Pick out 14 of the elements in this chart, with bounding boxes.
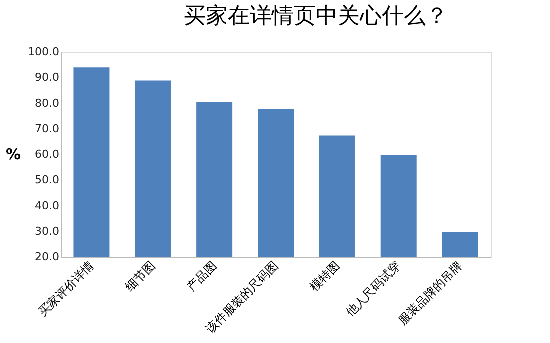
x-tick-label: 细节图: [122, 258, 158, 294]
x-tick-label: 模特图: [307, 258, 342, 294]
x-tick-label: 产品图: [184, 258, 220, 294]
y-tick-label: 90.0: [35, 71, 60, 84]
y-tick-label: 70.0: [35, 122, 60, 136]
chart-title: 买家在详情页中关心什么？: [184, 4, 448, 29]
y-tick-label: 60.0: [35, 148, 60, 161]
y-tick-label: 50.0: [35, 174, 60, 187]
y-tick-label: 30.0: [35, 224, 60, 238]
y-tick-label: 20.0: [35, 250, 60, 264]
y-axis-title: %: [6, 146, 22, 164]
y-tick-label: 40.0: [35, 199, 60, 212]
y-tick-label: 100.0: [28, 46, 60, 58]
y-tick-label: 80.0: [35, 96, 60, 110]
